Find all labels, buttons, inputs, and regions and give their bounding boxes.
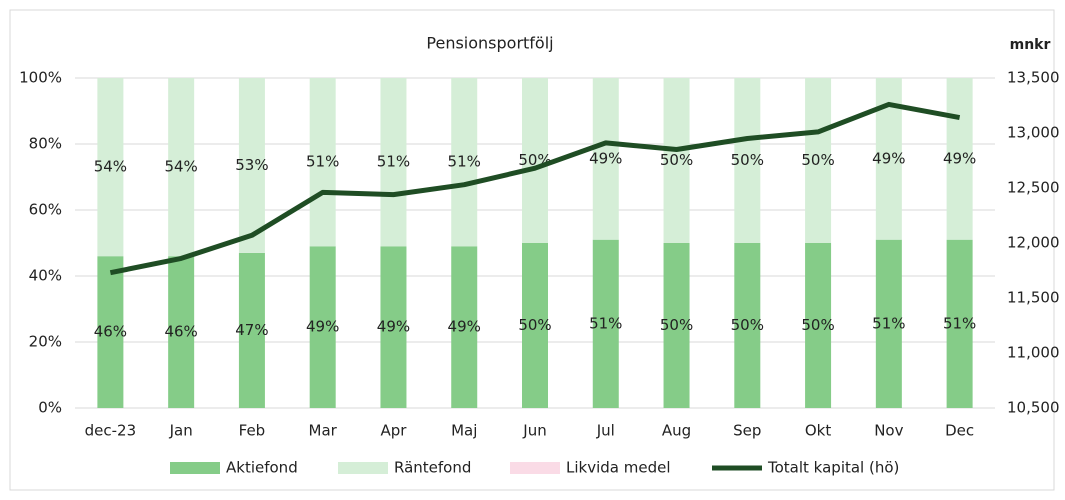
data-label: 50%	[731, 316, 764, 334]
bar-segment	[946, 239, 973, 408]
data-label: 51%	[448, 153, 481, 171]
legend-label: Räntefond	[394, 459, 471, 477]
legend-label: Likvida medel	[566, 459, 671, 477]
y2-tick-label: 11,500	[1007, 289, 1060, 307]
bar-segment	[592, 78, 619, 240]
bar-segment	[663, 243, 690, 408]
legend-swatch	[338, 462, 388, 474]
data-label: 51%	[306, 153, 339, 171]
bar-segment	[451, 78, 478, 247]
data-label: 46%	[94, 323, 127, 341]
data-label: 49%	[589, 149, 622, 167]
line-series	[109, 101, 961, 276]
data-label: 49%	[377, 318, 410, 336]
y2-tick-label: 12,500	[1007, 179, 1060, 197]
bar-segment	[663, 78, 690, 243]
x-tick-label: Okt	[805, 422, 831, 440]
x-tick-label: Feb	[239, 422, 266, 440]
bar-segment	[168, 78, 195, 257]
data-label: 50%	[660, 151, 693, 169]
data-label: 49%	[943, 149, 976, 167]
bar-segment	[875, 239, 902, 408]
bar-segment	[238, 252, 265, 408]
data-label: 47%	[235, 321, 268, 339]
data-label: 51%	[589, 314, 622, 332]
x-tick-label: Jun	[522, 422, 546, 440]
legend-swatch	[510, 462, 560, 474]
x-tick-label: Jul	[596, 422, 615, 440]
chart-title: Pensionsportfölj	[426, 34, 553, 53]
bar-segment	[97, 256, 124, 408]
data-label: 49%	[872, 149, 905, 167]
bar-segment	[309, 78, 336, 247]
y-tick-label: 40%	[29, 267, 62, 285]
y2-axis-label: mnkr	[1010, 37, 1051, 53]
bar-segment	[168, 256, 195, 408]
data-label: 50%	[801, 316, 834, 334]
bar-segment	[946, 78, 973, 240]
bar-segment	[734, 78, 761, 243]
x-tick-label: Maj	[451, 422, 477, 440]
bar-segment	[309, 246, 336, 408]
data-label: 50%	[518, 316, 551, 334]
legend-swatch	[170, 462, 220, 474]
data-label: 50%	[801, 151, 834, 169]
x-tick-label: Dec	[945, 422, 974, 440]
y2-tick-label: 10,500	[1007, 399, 1060, 417]
y-tick-label: 80%	[29, 135, 62, 153]
bar-segment	[380, 78, 407, 247]
legend-label: Totalt kapital (hö)	[767, 459, 899, 477]
bar-segment	[522, 243, 548, 408]
bar-segment	[380, 246, 407, 408]
data-label: 51%	[943, 314, 976, 332]
bar-segment	[97, 78, 124, 257]
legend-label: Aktiefond	[226, 459, 298, 477]
x-tick-label: dec-23	[85, 422, 137, 440]
x-tick-label: Sep	[733, 422, 761, 440]
y-tick-label: 100%	[19, 69, 62, 87]
y2-tick-label: 12,000	[1007, 234, 1060, 252]
x-tick-label: Jan	[169, 422, 193, 440]
y-tick-label: 60%	[29, 201, 62, 219]
bar-segment	[805, 243, 832, 408]
bar-segment	[451, 246, 478, 408]
y2-tick-label: 11,000	[1007, 344, 1060, 362]
data-label: 50%	[660, 316, 693, 334]
data-label: 53%	[235, 156, 268, 174]
bar-segment	[522, 78, 548, 243]
data-label: 49%	[448, 318, 481, 336]
data-label: 50%	[731, 151, 764, 169]
y-tick-label: 0%	[38, 399, 62, 417]
x-tick-label: Aug	[662, 422, 691, 440]
data-label: 51%	[872, 314, 905, 332]
data-label: 54%	[94, 158, 127, 176]
bar-segment	[734, 243, 761, 408]
y2-tick-label: 13,500	[1007, 69, 1060, 87]
data-label: 54%	[164, 158, 197, 176]
x-tick-label: Apr	[380, 422, 407, 440]
bar-segment	[805, 78, 832, 243]
bar-segment	[238, 78, 265, 253]
data-label: 49%	[306, 318, 339, 336]
x-tick-label: Mar	[309, 422, 338, 440]
data-label: 46%	[164, 323, 197, 341]
data-label: 51%	[377, 153, 410, 171]
x-tick-label: Nov	[874, 422, 903, 440]
y2-tick-label: 13,000	[1007, 124, 1060, 142]
y-tick-label: 20%	[29, 333, 62, 351]
bar-segment	[592, 239, 619, 408]
